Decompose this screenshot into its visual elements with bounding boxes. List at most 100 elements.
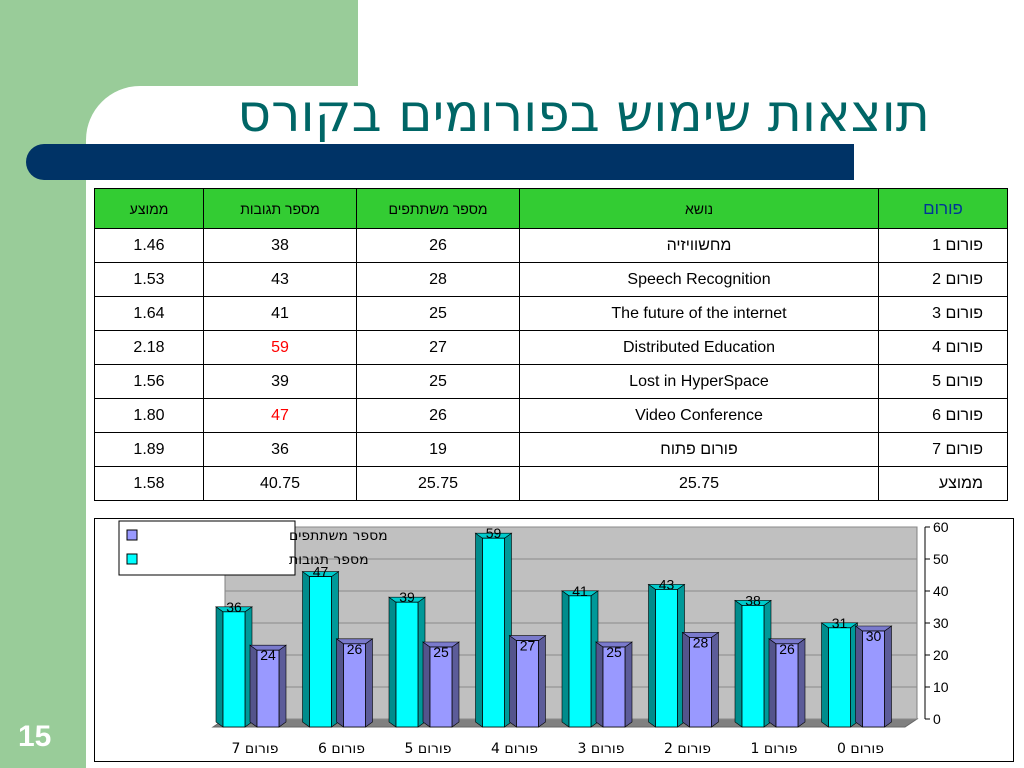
bar-top	[561, 590, 599, 597]
data-label: 30	[866, 628, 882, 644]
cell-average: 1.64	[94, 296, 204, 331]
y-tick-label: 20	[933, 647, 949, 663]
cell-forum: פורום 1	[878, 228, 1008, 263]
table-row: פורום 2 Speech Recognition 28 43 1.53	[94, 262, 1008, 297]
table-row: פורום 7 פורום פתוח 19 36 1.89	[94, 432, 1008, 467]
data-label: 26	[347, 641, 363, 657]
data-label: 38	[745, 592, 761, 608]
x-tick-label: פורום 2	[664, 741, 711, 757]
table-row: פורום 4 Distributed Education 27 59 2.18	[94, 330, 1008, 365]
bar-top	[595, 641, 633, 648]
cell-responses: 43	[203, 262, 357, 297]
bar-responses	[309, 576, 332, 728]
slide-title: תוצאות שימוש בפורומים בקורס	[237, 84, 930, 144]
bar-participants	[516, 640, 539, 728]
bar-participants	[689, 637, 712, 728]
bar-side-left	[821, 622, 829, 728]
cell-topic: Lost in HyperSpace	[519, 364, 879, 399]
table-header-row: פורום נושא מספר משתתפים מספר תגובות ממוצ…	[94, 188, 1008, 229]
bar-side-left	[388, 596, 397, 728]
forum-results-table: פורום נושא מספר משתתפים מספר תגובות ממוצ…	[94, 188, 1008, 501]
data-label: 25	[606, 644, 622, 660]
table-row: פורום 5 Lost in HyperSpace 25 39 1.56	[94, 364, 1008, 399]
cell-responses: 36	[203, 432, 357, 467]
x-tick-label: פורום 5	[405, 741, 452, 757]
bar-side-left	[475, 532, 483, 728]
bar-side-left	[648, 583, 656, 728]
cell-forum: ממוצע	[878, 466, 1008, 501]
bar-side-left	[336, 638, 344, 728]
legend-swatch	[126, 529, 138, 541]
cell-topic: Video Conference	[519, 398, 879, 433]
data-label: 26	[779, 641, 795, 657]
cell-average: 1.46	[94, 228, 204, 263]
bar-responses	[828, 627, 851, 728]
bar-responses	[482, 537, 505, 728]
bar-top	[388, 596, 426, 603]
y-tick-label: 40	[933, 583, 949, 599]
cell-average: 1.53	[94, 262, 204, 297]
bar-side	[538, 635, 546, 728]
bar-top	[647, 584, 686, 590]
bar-side	[624, 641, 633, 728]
data-label: 39	[399, 589, 415, 605]
cell-participants: 26	[356, 398, 520, 433]
bar-responses	[222, 611, 246, 728]
cell-responses: 38	[203, 228, 357, 263]
cell-responses-highlighted: 47	[203, 398, 357, 433]
slide-number: 15	[18, 720, 52, 753]
cell-forum: פורום 7	[878, 432, 1008, 467]
cell-participants: 19	[356, 432, 520, 467]
cell-responses-highlighted: 59	[203, 330, 357, 365]
bar-side-left	[509, 635, 517, 728]
bar-side-left	[302, 571, 310, 728]
y-tick-label: 50	[933, 551, 949, 567]
bar-top	[249, 644, 287, 651]
cell-forum: פורום 5	[878, 364, 1008, 399]
data-label: 25	[433, 644, 449, 660]
x-tick-label: פורום 4	[491, 741, 538, 757]
data-label: 41	[572, 583, 588, 599]
chart-canvas: 0 10 20 30 40 50 60 36 24 פורום 7 47 26 פורום 6 39 25 פ…	[118, 519, 949, 757]
bar-participants	[602, 646, 626, 728]
bar-side	[451, 641, 460, 728]
forum-usage-chart: 0 10 20 30 40 50 60 36 24 פורום 7 47 26 פורום 6 39 25 פ…	[94, 518, 1014, 762]
bar-side-left	[422, 641, 431, 728]
table-row-average: ממוצע 25.75 25.75 40.75 1.58	[94, 466, 1008, 501]
bar-top	[508, 635, 547, 641]
bar-top	[215, 606, 253, 613]
x-tick-label: פורום 7	[232, 741, 279, 757]
cell-participants: 28	[356, 262, 520, 297]
legend-label: מספר משתתפים	[289, 528, 388, 544]
cell-participants: 25	[356, 296, 520, 331]
data-label: 47	[313, 564, 329, 580]
bar-top	[734, 600, 772, 606]
bar-participants	[256, 649, 280, 728]
table-row: פורום 6 Video Conference 26 47 1.80	[94, 398, 1008, 433]
bar-side	[365, 638, 373, 728]
cell-participants: 25	[356, 364, 520, 399]
cell-topic: 25.75	[519, 466, 879, 501]
bar-responses	[568, 595, 592, 728]
data-label: 24	[260, 647, 276, 663]
table-row: פורום 1 מחשוויזיה 26 38 1.46	[94, 228, 1008, 263]
cell-responses: 40.75	[203, 466, 357, 501]
bar-side	[884, 625, 892, 728]
bar-participants	[343, 643, 366, 728]
data-label: 28	[693, 634, 709, 650]
y-tick-label: 60	[933, 519, 949, 535]
bar-side-left	[215, 606, 224, 728]
header-topic: נושא	[519, 188, 879, 229]
table-row: פורום 3 The future of the internet 25 41…	[94, 296, 1008, 331]
bar-side-left	[682, 631, 690, 728]
cell-forum: פורום 6	[878, 398, 1008, 433]
bar-side-left	[855, 625, 863, 728]
legend-label: מספר תגובות	[289, 552, 369, 568]
x-tick-label: פורום 0	[837, 741, 884, 757]
bar-top	[681, 632, 720, 638]
cell-average: 1.89	[94, 432, 204, 467]
cell-participants: 27	[356, 330, 520, 365]
y-tick-label: 30	[933, 615, 949, 631]
x-tick-label: פורום 6	[318, 741, 365, 757]
bar-responses	[395, 601, 419, 728]
